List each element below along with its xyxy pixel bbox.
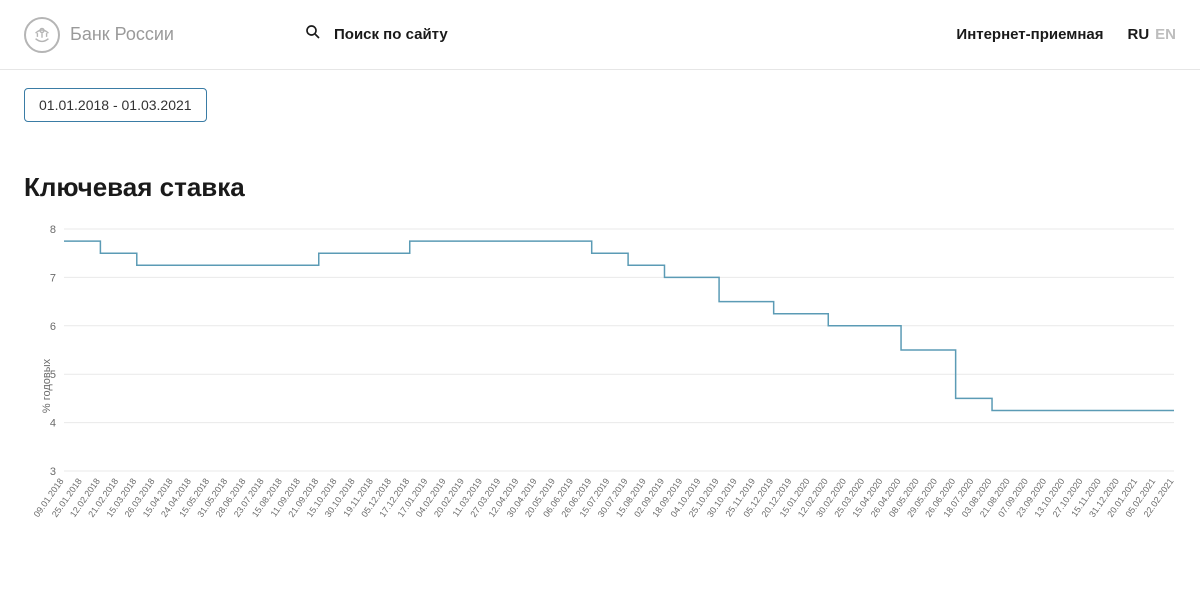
search-icon bbox=[304, 23, 322, 46]
lang-en[interactable]: EN bbox=[1155, 26, 1176, 43]
content: 01.01.2018 - 01.03.2021 Ключевая ставка … bbox=[0, 70, 1200, 551]
logo-icon bbox=[24, 17, 60, 53]
search-placeholder: Поиск по сайту bbox=[334, 26, 448, 43]
key-rate-chart: 34567809.01.201825.01.201812.02.201821.0… bbox=[24, 221, 1174, 551]
chart-title: Ключевая ставка bbox=[24, 172, 1176, 203]
svg-text:7: 7 bbox=[50, 272, 56, 284]
date-range-filter[interactable]: 01.01.2018 - 01.03.2021 bbox=[24, 88, 207, 122]
logo-block[interactable]: Банк России bbox=[24, 17, 304, 53]
site-name: Банк России bbox=[70, 24, 174, 45]
svg-text:8: 8 bbox=[50, 224, 56, 236]
svg-text:4: 4 bbox=[50, 418, 56, 430]
search-block[interactable]: Поиск по сайту bbox=[304, 23, 956, 46]
header-right: Интернет-приемная RU EN bbox=[956, 26, 1176, 43]
lang-switch: RU EN bbox=[1127, 26, 1176, 43]
y-axis-label: % годовых bbox=[41, 359, 53, 413]
svg-text:6: 6 bbox=[50, 321, 56, 333]
svg-text:3: 3 bbox=[50, 466, 56, 478]
reception-link[interactable]: Интернет-приемная bbox=[956, 26, 1103, 43]
header: Банк России Поиск по сайту Интернет-прие… bbox=[0, 0, 1200, 70]
lang-ru[interactable]: RU bbox=[1127, 26, 1149, 43]
chart-container: % годовых 34567809.01.201825.01.201812.0… bbox=[24, 221, 1174, 551]
